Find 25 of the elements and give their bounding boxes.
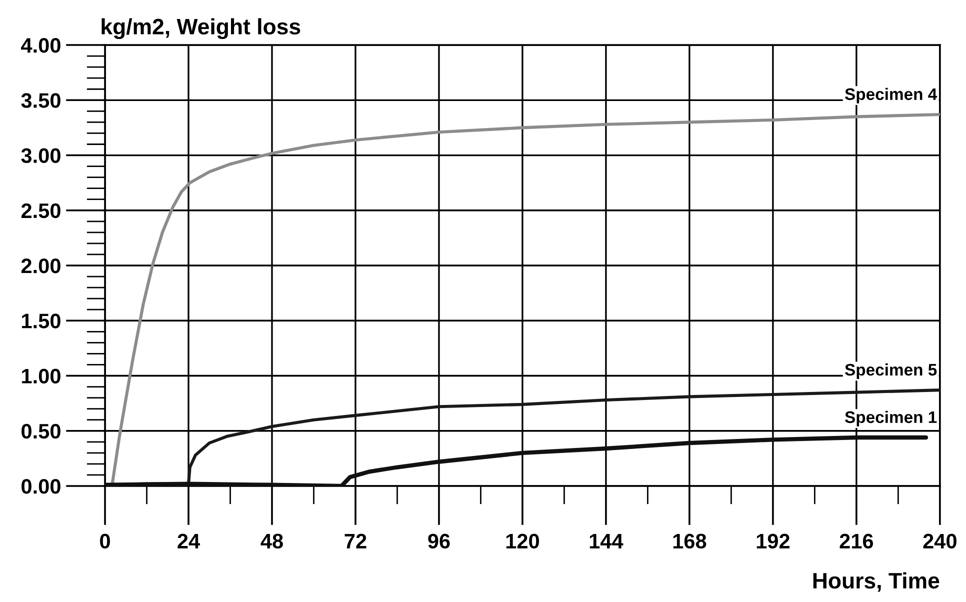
y-tick-label: 4.00	[21, 38, 60, 53]
x-tick-label: 192	[756, 534, 790, 549]
y-tick-label: 3.50	[21, 93, 60, 108]
x-tick-label: 0	[100, 534, 110, 549]
y-axis-title: kg/m2, Weight loss	[102, 18, 300, 40]
y-tick-label: 1.00	[22, 368, 60, 384]
series-label: Specimen 1	[844, 410, 937, 426]
series-label: Specimen 5	[844, 363, 937, 379]
y-tick-label: 2.50	[21, 203, 60, 218]
y-tick-label: 1.50	[22, 314, 60, 328]
x-tick-label: 240	[923, 534, 956, 549]
x-tick-label: 72	[344, 534, 366, 548]
x-tick-label: 48	[260, 534, 283, 549]
y-tick-label: 2.00	[21, 258, 60, 274]
y-tick-label: 3.00	[21, 148, 60, 164]
series-label: Specimen 4	[844, 88, 938, 104]
x-tick-label: 24	[178, 534, 200, 548]
x-tick-label: 120	[506, 534, 539, 549]
x-tick-label: 168	[673, 534, 706, 549]
x-tick-label: 144	[590, 534, 624, 548]
x-tick-label: 216	[840, 534, 874, 549]
x-tick-label: 96	[428, 534, 450, 549]
y-tick-label: 0.00	[22, 478, 60, 494]
x-axis-title: Hours, Time	[813, 572, 940, 592]
y-tick-label: 0.50	[22, 424, 60, 439]
